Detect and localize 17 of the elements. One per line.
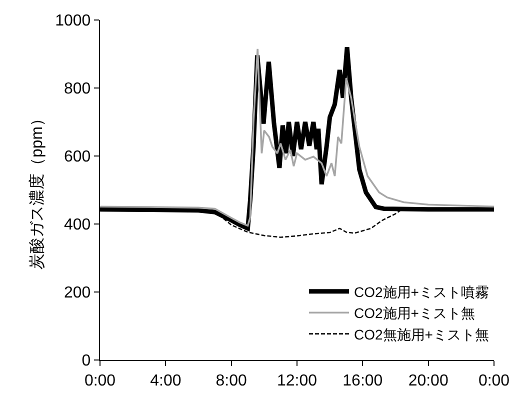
- x-tick-label: 0:00: [478, 372, 510, 390]
- x-tick-label: 16:00: [342, 372, 383, 390]
- x-tick-label: 0:00: [84, 372, 116, 390]
- x-tick-label: 12:00: [276, 372, 318, 390]
- y-tick-label: 200: [64, 284, 91, 302]
- y-tick-label: 600: [64, 148, 91, 166]
- y-axis-title: 炭酸ガス濃度（ppm）: [28, 110, 46, 270]
- y-tick-label: 400: [64, 216, 91, 234]
- y-tick-label: 0: [82, 352, 91, 370]
- legend-label: CO2施用+ミスト噴霧: [354, 284, 489, 300]
- y-tick-label: 1000: [55, 12, 91, 30]
- x-tick-label: 4:00: [150, 372, 182, 390]
- y-tick-label: 800: [64, 80, 91, 98]
- x-tick-label: 8:00: [216, 372, 247, 390]
- legend-label: CO2施用+ミスト無: [354, 305, 475, 322]
- legend-label: CO2無施用+ミスト無: [354, 326, 489, 342]
- x-tick-label: 20:00: [408, 372, 448, 390]
